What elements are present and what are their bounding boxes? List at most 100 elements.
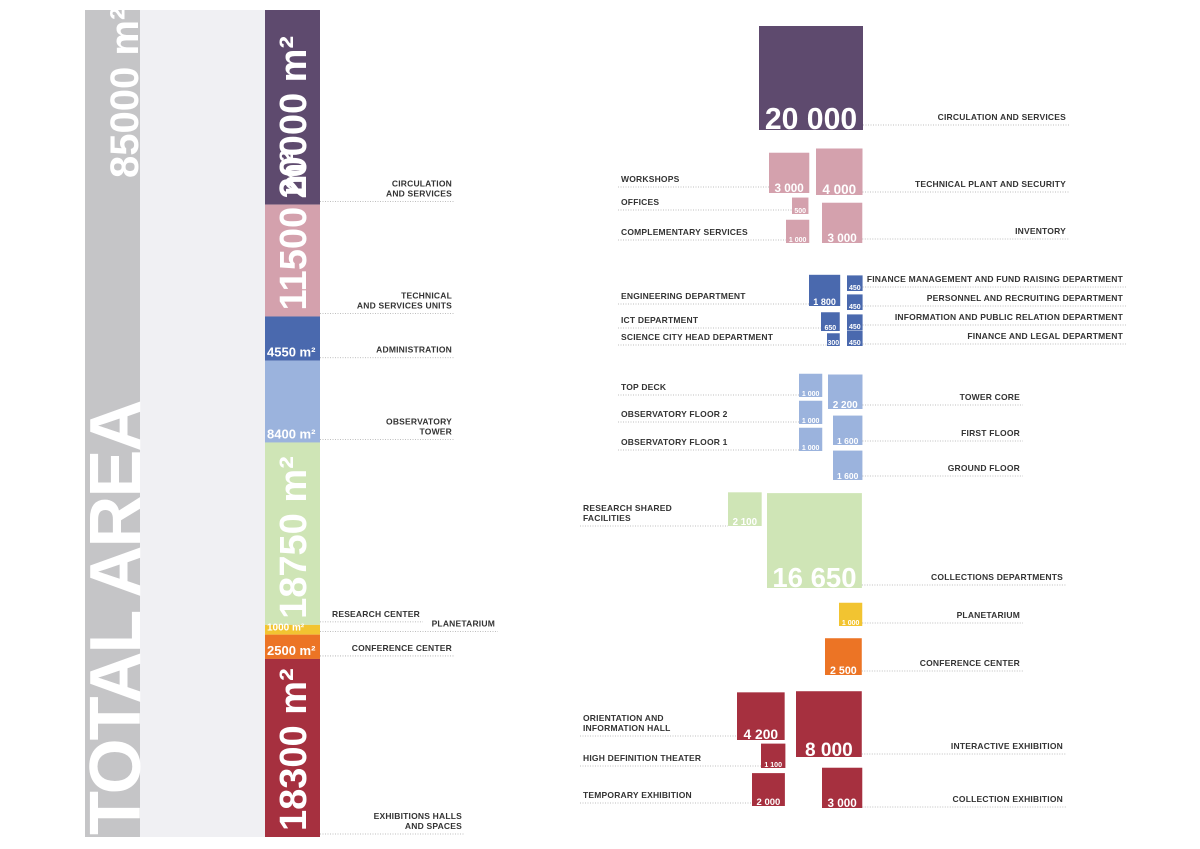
area-box [728, 492, 762, 526]
segment-label: ADMINISTRATION [376, 345, 452, 355]
item-label-line: PLANETARIUM [957, 610, 1020, 620]
item-label: OBSERVATORY FLOOR 1 [621, 437, 728, 447]
item-label-line: OFFICES [621, 197, 659, 207]
item-label: FINANCE AND LEGAL DEPARTMENT [967, 331, 1123, 341]
item-label: COMPLEMENTARY SERVICES [621, 227, 748, 237]
item-label: WORKSHOPS [621, 174, 680, 184]
item-label: INFORMATION AND PUBLIC RELATION DEPARTME… [895, 312, 1124, 322]
segment-label-line: ADMINISTRATION [376, 345, 452, 355]
area-box-label: 450 [849, 324, 861, 331]
item-label-line: COLLECTIONS DEPARTMENTS [931, 572, 1063, 582]
area-box [833, 415, 863, 445]
background-band [140, 10, 265, 837]
item-label-line: TOP DECK [621, 382, 667, 392]
item-label-line: INFORMATION AND PUBLIC RELATION DEPARTME… [895, 312, 1124, 322]
area-box [847, 330, 863, 346]
area-box-label: 1 000 [789, 237, 807, 244]
item-label: PERSONNEL AND RECRUITING DEPARTMENT [927, 293, 1124, 303]
item-label: COLLECTIONS DEPARTMENTS [931, 572, 1063, 582]
segment-area-label: 18750 m² [273, 456, 315, 619]
area-box-label: 4 000 [822, 182, 856, 197]
item-label-line: FINANCE AND LEGAL DEPARTMENT [967, 331, 1123, 341]
segment-area-label: 11500 m² [273, 150, 315, 311]
item-label-line: TECHNICAL PLANT AND SECURITY [915, 179, 1066, 189]
area-box [847, 314, 863, 330]
segment-area-label: 8400 m² [267, 426, 316, 441]
item-label-line: FIRST FLOOR [961, 428, 1020, 438]
item-label-line: RESEARCH SHARED [583, 503, 672, 513]
item-label-line: TEMPORARY EXHIBITION [583, 790, 692, 800]
segment-label-line: AND SERVICES [386, 189, 452, 199]
item-label: COLLECTION EXHIBITION [953, 794, 1063, 804]
item-label-line: INTERACTIVE EXHIBITION [951, 741, 1063, 751]
item-label: OBSERVATORY FLOOR 2 [621, 409, 728, 419]
area-box-label: 1 600 [837, 471, 859, 481]
item-label-line: HIGH DEFINITION THEATER [583, 753, 701, 763]
area-box-label: 450 [849, 340, 861, 347]
item-label: TOWER CORE [960, 392, 1021, 402]
item-label-line: PERSONNEL AND RECRUITING DEPARTMENT [927, 293, 1124, 303]
item-label: FIRST FLOOR [961, 428, 1020, 438]
area-box [796, 691, 862, 757]
area-box [752, 773, 785, 806]
segment [265, 442, 320, 625]
area-box [816, 148, 863, 195]
segment-area-label: 1000 m² [267, 623, 305, 634]
area-box [827, 333, 840, 346]
item-label-line: GROUND FLOOR [948, 463, 1020, 473]
area-box-label: 20 000 [765, 103, 857, 136]
total-area-label: 85000 m² [103, 7, 147, 178]
item-label-line: CONFERENCE CENTER [920, 658, 1020, 668]
item-label-line: FACILITIES [583, 513, 631, 523]
segment [265, 634, 320, 659]
area-box [792, 197, 809, 214]
area-box [828, 374, 863, 409]
segment-label-line: RESEARCH CENTER [332, 609, 420, 619]
area-box [825, 638, 862, 675]
area-box-label: 2 500 [830, 665, 857, 677]
item-label: OFFICES [621, 197, 659, 207]
segment-area-label: 4550 m² [267, 345, 316, 360]
area-box-label: 1 800 [813, 297, 836, 307]
area-box [833, 450, 863, 480]
segment-area-label: 18300 m² [273, 668, 315, 831]
area-box-label: 2 100 [733, 517, 758, 528]
segment-label-line: AND SERVICES UNITS [357, 300, 452, 310]
area-box-label: 650 [825, 325, 837, 332]
item-label-line: ICT DEPARTMENT [621, 315, 699, 325]
segment [265, 360, 320, 443]
segment-label-line: CIRCULATION [392, 179, 452, 189]
area-box [737, 692, 785, 740]
segment-label: TECHNICAL AND SERVICES UNITS [357, 290, 452, 310]
item-label: PLANETARIUM [957, 610, 1020, 620]
segment [265, 204, 320, 317]
total-title: TOTAL AREA [76, 401, 156, 835]
item-label: GROUND FLOOR [948, 463, 1020, 473]
item-label-line: OBSERVATORY FLOOR 1 [621, 437, 728, 447]
segment-label: CONFERENCE CENTER [352, 643, 452, 653]
item-label-line: TOWER CORE [960, 392, 1021, 402]
segment-label: EXHIBITIONS HALLS AND SPACES [374, 811, 463, 831]
item-label: ORIENTATION AND INFORMATION HALL [583, 713, 671, 733]
area-box-label: 1 000 [802, 445, 820, 452]
area-box-label: 2 000 [757, 797, 781, 808]
item-label: ICT DEPARTMENT [621, 315, 699, 325]
item-label: ENGINEERING DEPARTMENT [621, 291, 746, 301]
segment-area-label: 20000 m² [273, 36, 315, 199]
area-box [769, 152, 810, 193]
segment-label-line: AND SPACES [405, 821, 462, 831]
area-box [759, 26, 863, 130]
area-box [847, 294, 863, 310]
area-box [799, 373, 823, 397]
area-box-label: 450 [849, 285, 861, 292]
total-bar [85, 10, 140, 837]
area-box-label: 2 200 [833, 400, 858, 411]
area-box-label: 1 000 [802, 391, 820, 398]
segment-label-line: CONFERENCE CENTER [352, 643, 452, 653]
area-box-label: 1 000 [842, 620, 860, 627]
item-label-line: COMPLEMENTARY SERVICES [621, 227, 748, 237]
area-box [761, 743, 786, 768]
segment-label-line: PLANETARIUM [432, 619, 495, 629]
area-box [839, 602, 863, 626]
